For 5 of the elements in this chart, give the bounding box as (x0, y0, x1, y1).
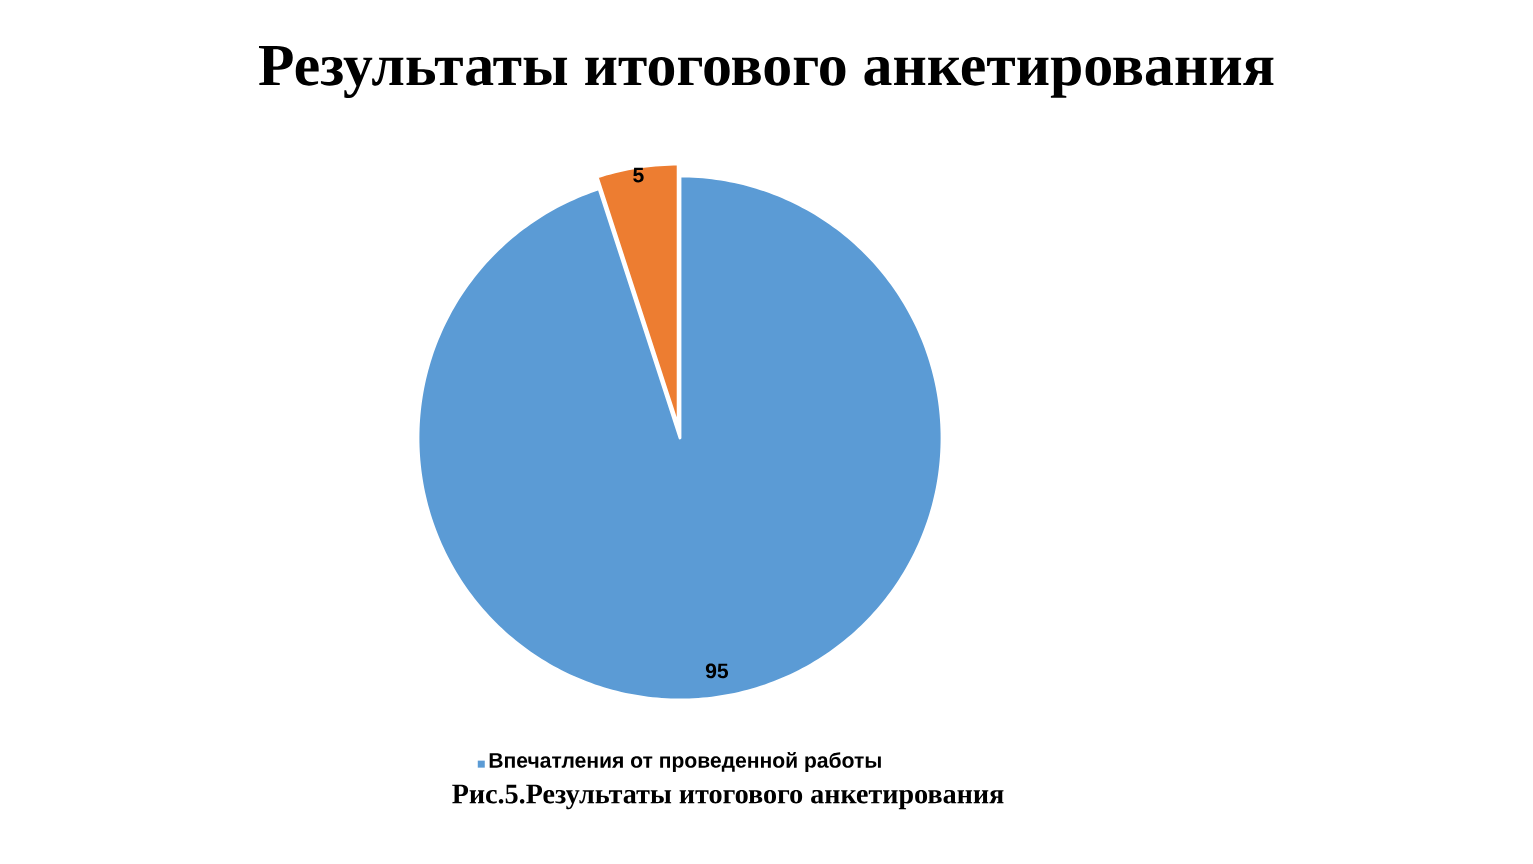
data-label: 5 (633, 167, 644, 183)
chart-title: Результаты итогового анкетирования (259, 45, 1274, 98)
text: Рис.5.Результаты итогового анкетирования (452, 784, 1004, 810)
data-label: 95 (705, 663, 729, 679)
legend-label: Впечатления от проведенной работы (489, 751, 881, 772)
